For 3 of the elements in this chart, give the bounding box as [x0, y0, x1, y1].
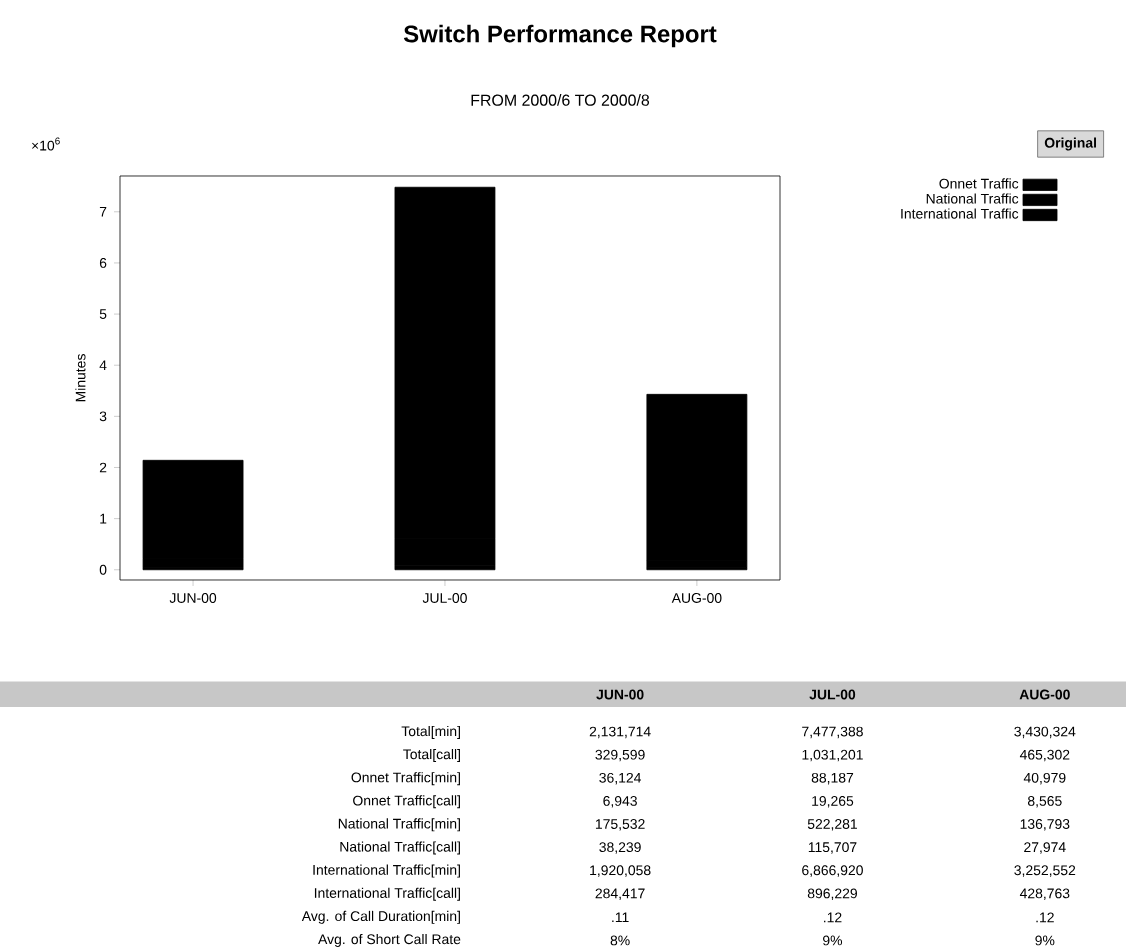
- chart-title: Switch Performance Report: [403, 24, 717, 48]
- bar: [646, 393, 748, 561]
- bar: [142, 459, 244, 559]
